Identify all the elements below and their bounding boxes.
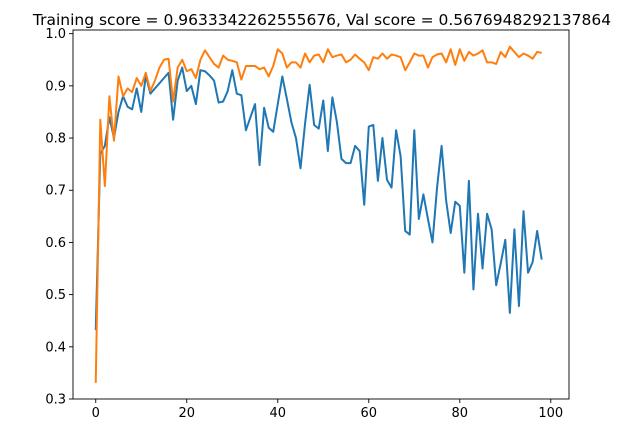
y-tick-label: 0.7 — [45, 184, 66, 199]
x-tick-label: 80 — [452, 406, 469, 421]
x-tick-label: 60 — [361, 406, 378, 421]
series-line-1 — [94, 66, 543, 331]
y-tick-label: 0.9 — [45, 79, 66, 94]
y-tick-label: 0.8 — [45, 132, 66, 147]
x-axis-ticks: 0 20 40 60 80 100 — [92, 399, 563, 421]
y-tick-label: 1.0 — [45, 27, 66, 42]
x-tick-label: 40 — [269, 406, 286, 421]
x-tick-label: 100 — [538, 406, 563, 421]
chart-title: Training score = 0.9633342262555676, Val… — [32, 11, 611, 29]
y-tick-label: 0.6 — [45, 236, 66, 251]
plot-area: 0 20 40 60 80 100 0.3 0.4 0.5 0.6 0.7 0.8 0.9 1.0 — [45, 27, 570, 421]
series-line-2 — [94, 45, 542, 383]
y-tick-label: 0.3 — [45, 393, 66, 408]
y-tick-label: 0.5 — [45, 288, 66, 303]
x-tick-label: 0 — [92, 406, 100, 421]
x-tick-label: 20 — [178, 406, 195, 421]
series-layer — [94, 45, 543, 383]
axes-frame — [72, 29, 570, 400]
y-axis-ticks: 0.3 0.4 0.5 0.6 0.7 0.8 0.9 1.0 — [45, 27, 73, 408]
y-tick-label: 0.4 — [45, 340, 66, 355]
